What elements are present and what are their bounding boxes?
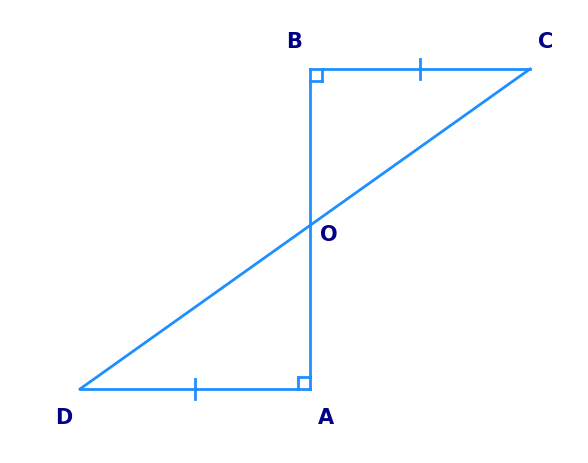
Text: D: D (55, 407, 72, 427)
Text: B: B (286, 32, 302, 52)
Text: A: A (318, 407, 334, 427)
Text: O: O (320, 225, 338, 244)
Text: C: C (538, 32, 553, 52)
